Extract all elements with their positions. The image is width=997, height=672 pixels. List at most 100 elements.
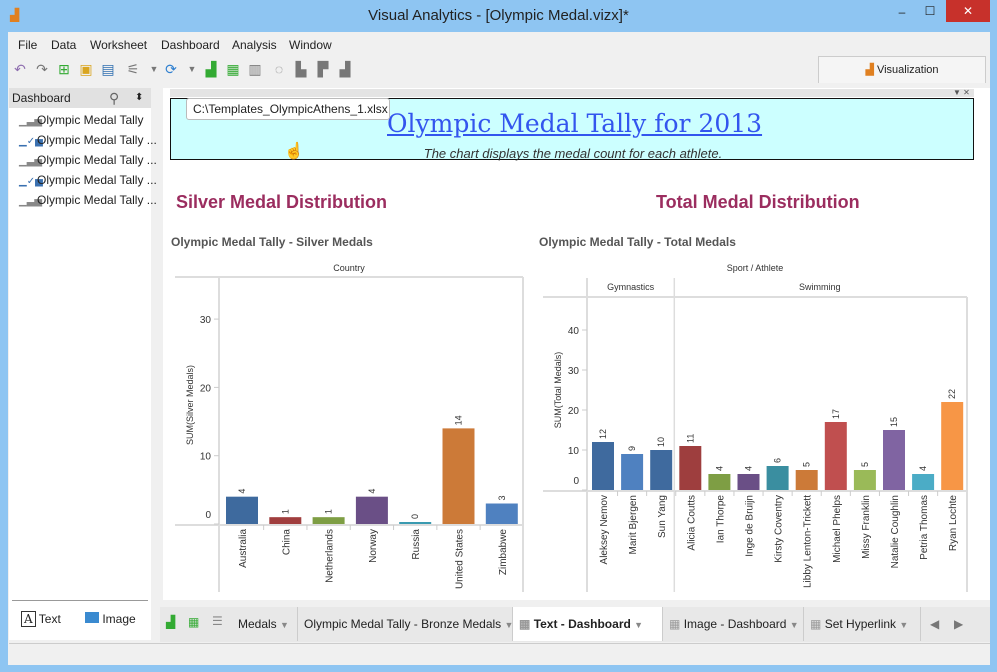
x-tick-label: Michael Phelps	[832, 495, 843, 563]
sort-desc-icon[interactable]: ▛	[317, 61, 329, 77]
chevron-down-icon[interactable]: ▼	[280, 620, 289, 630]
total-chart-title: Olympic Medal Tally - Total Medals	[539, 235, 736, 249]
scroll-right-icon[interactable]: ▶	[954, 617, 964, 631]
sheet-item[interactable]: ▁✓▅Olympic Medal Tally ...	[19, 173, 157, 187]
banner-menu-icon[interactable]: ▼ ✕	[953, 88, 970, 97]
dashboard-icon: ▦	[669, 617, 681, 631]
visualization-tab[interactable]: ▟ Visualization	[818, 56, 986, 83]
app-icon: ▟	[10, 8, 20, 22]
clear-icon[interactable]: ⚟	[126, 61, 140, 77]
status-bar	[9, 643, 990, 665]
refresh-icon[interactable]: ⟳	[165, 61, 177, 77]
x-tick-label: China	[281, 529, 292, 556]
text-object-button[interactable]: A Text	[21, 611, 61, 627]
menu-file[interactable]: File	[18, 38, 38, 52]
y-axis-label: SUM(Total Medals)	[553, 352, 563, 429]
sheet-item[interactable]: ▁✓▅Olympic Medal Tally ...	[19, 133, 157, 147]
menu-dashboard[interactable]: Dashboard	[161, 38, 220, 52]
y-tick-label: 10	[200, 452, 212, 463]
group-header: Gymnastics	[607, 282, 655, 292]
menu-analysis[interactable]: Analysis	[232, 38, 277, 52]
chart-checked-icon: ▁✓▅	[19, 176, 43, 187]
bar	[737, 474, 760, 490]
image-object-button[interactable]: Image	[85, 612, 136, 626]
group-header: Swimming	[799, 282, 841, 292]
y-tick-label: 30	[200, 315, 212, 326]
bar	[766, 466, 789, 490]
tab-list-icon[interactable]: ☰	[212, 614, 223, 628]
tab-medals[interactable]: Medals ▼	[232, 607, 298, 641]
tab-text-dashboard[interactable]: ▦ Text - Dashboard ▼	[513, 607, 663, 641]
search-icon[interactable]: ⚲	[109, 90, 120, 106]
bar	[912, 474, 935, 490]
left-panel: Dashboard ⚲ ⬍ ▁▃▅Olympic Medal Tally ▁✓▅…	[9, 88, 157, 640]
bar	[853, 470, 876, 490]
title-bar: ▟ Visual Analytics - [Olympic Medal.vizx…	[0, 0, 997, 32]
dashboard-icon: ▦	[519, 617, 531, 631]
chevron-down-icon[interactable]: ▼	[634, 620, 644, 630]
new-worksheet-tab-icon[interactable]: ▟	[166, 615, 176, 629]
x-tick-label: Australia	[238, 529, 249, 568]
undo-icon[interactable]: ↶	[14, 61, 26, 77]
total-section-title: Total Medal Distribution	[656, 192, 860, 212]
new-dashboard-tab-icon[interactable]: ▦	[188, 615, 200, 629]
chart-icon: ▁▃▅	[19, 156, 43, 167]
data-label: 22	[947, 389, 957, 399]
sheet-item[interactable]: ▁▃▅Olympic Medal Tally ...	[19, 193, 157, 207]
swap-icon[interactable]: ◌	[274, 61, 284, 77]
y-tick-label: 10	[568, 446, 580, 457]
chart-icon[interactable]: ▥	[248, 61, 262, 77]
bar	[442, 428, 475, 524]
x-tick-label: Sun Yang	[657, 495, 668, 538]
close-button[interactable]: ✕	[946, 0, 990, 22]
banner-drag-handle[interactable]	[170, 89, 974, 97]
x-tick-label: Ian Thorpe	[715, 495, 726, 544]
x-tick-label: Libby Lenton-Trickett	[803, 495, 814, 588]
redo-icon[interactable]: ↷	[36, 61, 48, 77]
data-label: 0	[410, 514, 420, 519]
menu-data[interactable]: Data	[51, 38, 77, 52]
chevron-down-icon[interactable]: ▼	[504, 620, 514, 630]
maximize-button[interactable]: ☐	[924, 4, 936, 18]
tab-label: Image - Dashboard	[683, 617, 787, 631]
chevron-down-icon[interactable]: ▼	[899, 620, 909, 630]
data-label: 12	[598, 429, 608, 439]
divider	[12, 600, 148, 601]
menu-worksheet[interactable]: Worksheet	[90, 38, 148, 52]
new-icon[interactable]: ⊞	[58, 61, 70, 77]
save-icon[interactable]: ▤	[101, 61, 115, 77]
dashboard-title-link[interactable]: Olympic Medal Tally for 2013	[387, 109, 763, 138]
dropdown-icon[interactable]: ▼	[187, 64, 197, 74]
new-dashboard-icon[interactable]: ▦	[226, 61, 240, 77]
sheet-label: Olympic Medal Tally	[37, 113, 144, 127]
tab-image-dashboard[interactable]: ▦ Image - Dashboard ▼	[663, 607, 804, 641]
tab-set-hyperlink[interactable]: ▦ Set Hyperlink ▼	[804, 607, 921, 641]
y-axis-label: SUM(Silver Medals)	[185, 365, 195, 445]
chevron-down-icon[interactable]: ▼	[789, 620, 799, 630]
dashboard-canvas	[163, 88, 990, 600]
minimize-button[interactable]: –	[898, 5, 906, 19]
y-tick-label: 40	[568, 326, 580, 337]
sheet-label: Olympic Medal Tally ...	[37, 193, 157, 207]
image-icon	[85, 612, 99, 623]
sheet-item[interactable]: ▁▃▅Olympic Medal Tally	[19, 113, 143, 127]
data-label: 5	[802, 462, 812, 467]
sheet-item[interactable]: ▁▃▅Olympic Medal Tally ...	[19, 153, 157, 167]
menu-window[interactable]: Window	[289, 38, 332, 52]
sort-asc-icon[interactable]: ▙	[295, 61, 307, 77]
silver-chart-title: Olympic Medal Tally - Silver Medals	[171, 235, 373, 249]
data-label: 11	[685, 434, 695, 443]
column-header: Sport / Athlete	[727, 263, 784, 273]
new-worksheet-icon[interactable]: ▟	[205, 61, 217, 77]
scroll-left-icon[interactable]: ◀	[930, 617, 940, 631]
tab-bronze-medals[interactable]: Olympic Medal Tally - Bronze Medals ▼	[298, 607, 513, 641]
y-tick-label: 0	[573, 476, 579, 487]
chart-checked-icon: ▁✓▅	[19, 136, 43, 147]
bar	[941, 402, 964, 490]
fit-icon[interactable]: ▟	[339, 61, 351, 77]
data-label: 17	[831, 409, 841, 419]
open-icon[interactable]: ▣	[79, 61, 93, 77]
sort-icon[interactable]: ⬍	[135, 92, 144, 103]
dropdown-icon[interactable]: ▼	[149, 64, 159, 74]
